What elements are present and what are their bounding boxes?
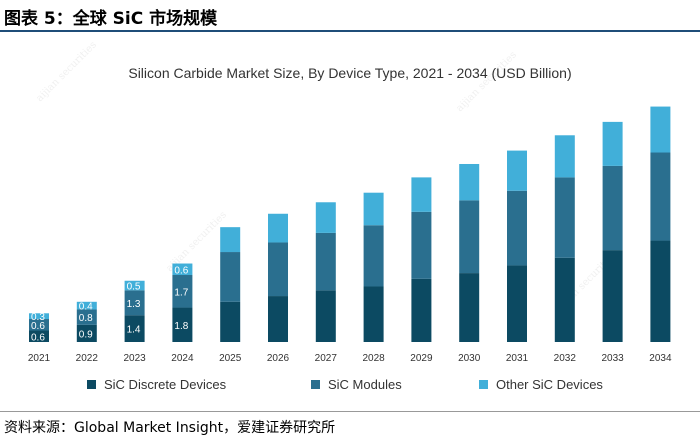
market-size-chart: aijian securities aijian securities aiji… [28,39,672,392]
legend-swatch-modules [311,380,320,389]
bar-discrete-2021 [29,330,49,342]
bar-modules-2023 [124,290,145,316]
bar-discrete-2033 [602,250,623,342]
bar-discrete-2029 [411,278,432,342]
bar-modules-2021 [29,319,49,331]
bar-discrete-2032 [554,257,575,342]
legend-label-modules: SiC Modules [328,377,402,392]
bar-discrete-2027 [315,290,336,342]
bar-discrete-2031 [507,265,527,342]
bar-other-2023 [124,280,145,291]
bar-other-2030 [459,163,480,201]
x-axis: 2021 2022 2023 2024 2025 2026 2027 2028 2029 2030… [28,353,672,364]
bar-other-2022 [76,301,97,310]
bar-discrete-2022 [76,324,97,342]
chart-title: Silicon Carbide Market Size, By Device T… [128,65,571,81]
bar-discrete-2025 [220,301,241,342]
x-tick-label: 2026 [267,353,290,364]
bar-discrete-2024 [172,307,193,342]
data-label-other-2021: 0.3 [31,312,45,323]
legend-swatch-discrete [87,380,96,389]
bar-other-2032 [554,135,575,178]
x-tick-label: 2029 [410,353,433,364]
bar-modules-2032 [554,177,575,258]
data-label-discrete-2021: 0.6 [31,332,45,343]
data-label-other-2022: 0.4 [79,302,93,313]
svg-text:aijian securities: aijian securities [34,39,99,104]
bar-modules-2031 [507,190,527,266]
x-tick-label: 2021 [28,353,51,364]
x-tick-label: 2030 [458,353,481,364]
bar-modules-2033 [602,165,623,251]
bar-discrete-2023 [124,315,145,342]
bar-modules-2022 [76,309,97,325]
x-tick-label: 2024 [171,353,194,364]
x-tick-label: 2022 [76,353,99,364]
bar-discrete-2028 [363,286,384,342]
bar-modules-2024 [172,275,193,308]
data-label-discrete-2023: 1.4 [127,325,141,336]
legend-label-other: Other SiC Devices [496,377,603,392]
data-label-modules-2024: 1.7 [174,287,188,298]
bar-modules-2029 [411,211,432,279]
bar-modules-2028 [363,225,384,287]
bar-other-2031 [507,150,527,191]
legend-swatch-other [479,380,488,389]
x-tick-label: 2028 [362,353,385,364]
data-label-other-2024: 0.6 [174,265,188,276]
figure-header: 图表 5：全球 SiC 市场规模 [0,0,700,32]
legend-label-discrete: SiC Discrete Devices [104,377,227,392]
bar-modules-2027 [315,232,336,291]
data-label-modules-2022: 0.8 [79,313,93,324]
x-tick-label: 2023 [123,353,146,364]
figure-footer: 资料来源：Global Market Insight，爱建证券研究所 [0,411,700,441]
bar-discrete-2030 [459,273,480,342]
x-tick-label: 2034 [649,353,672,364]
legend: SiC Discrete Devices SiC Modules Other SiC… [87,377,603,392]
figure-title: 图表 5：全球 SiC 市场规模 [4,9,218,29]
bar-other-2028 [363,192,384,226]
bar-other-2024 [172,263,193,275]
bar-modules-2034 [650,152,671,241]
bar-other-2034 [650,106,671,153]
bar-other-2026 [268,213,288,243]
bar-discrete-2026 [268,296,288,342]
bar-other-2029 [411,177,432,212]
bar-modules-2030 [459,200,480,274]
bar-other-2021 [29,313,49,320]
bars-group: 0.60.60.30.90.80.41.41.30.51.81.70.6 [29,106,671,343]
x-tick-label: 2033 [601,353,624,364]
bar-modules-2025 [220,252,241,302]
svg-text:aijian securities: aijian securities [454,49,519,114]
x-tick-label: 2025 [219,353,242,364]
data-label-modules-2021: 0.6 [31,321,45,332]
bar-modules-2026 [268,242,288,297]
bar-discrete-2034 [650,240,671,342]
bar-other-2027 [315,202,336,233]
bar-other-2033 [602,121,623,166]
x-tick-label: 2031 [506,353,529,364]
x-tick-label: 2032 [554,353,577,364]
data-label-discrete-2024: 1.8 [174,321,188,332]
source-note: 资料来源：Global Market Insight，爱建证券研究所 [4,420,336,436]
data-label-discrete-2022: 0.9 [79,329,93,340]
data-label-modules-2023: 1.3 [127,299,141,310]
data-label-other-2023: 0.5 [127,282,141,293]
bar-other-2025 [220,227,241,253]
x-tick-label: 2027 [315,353,338,364]
